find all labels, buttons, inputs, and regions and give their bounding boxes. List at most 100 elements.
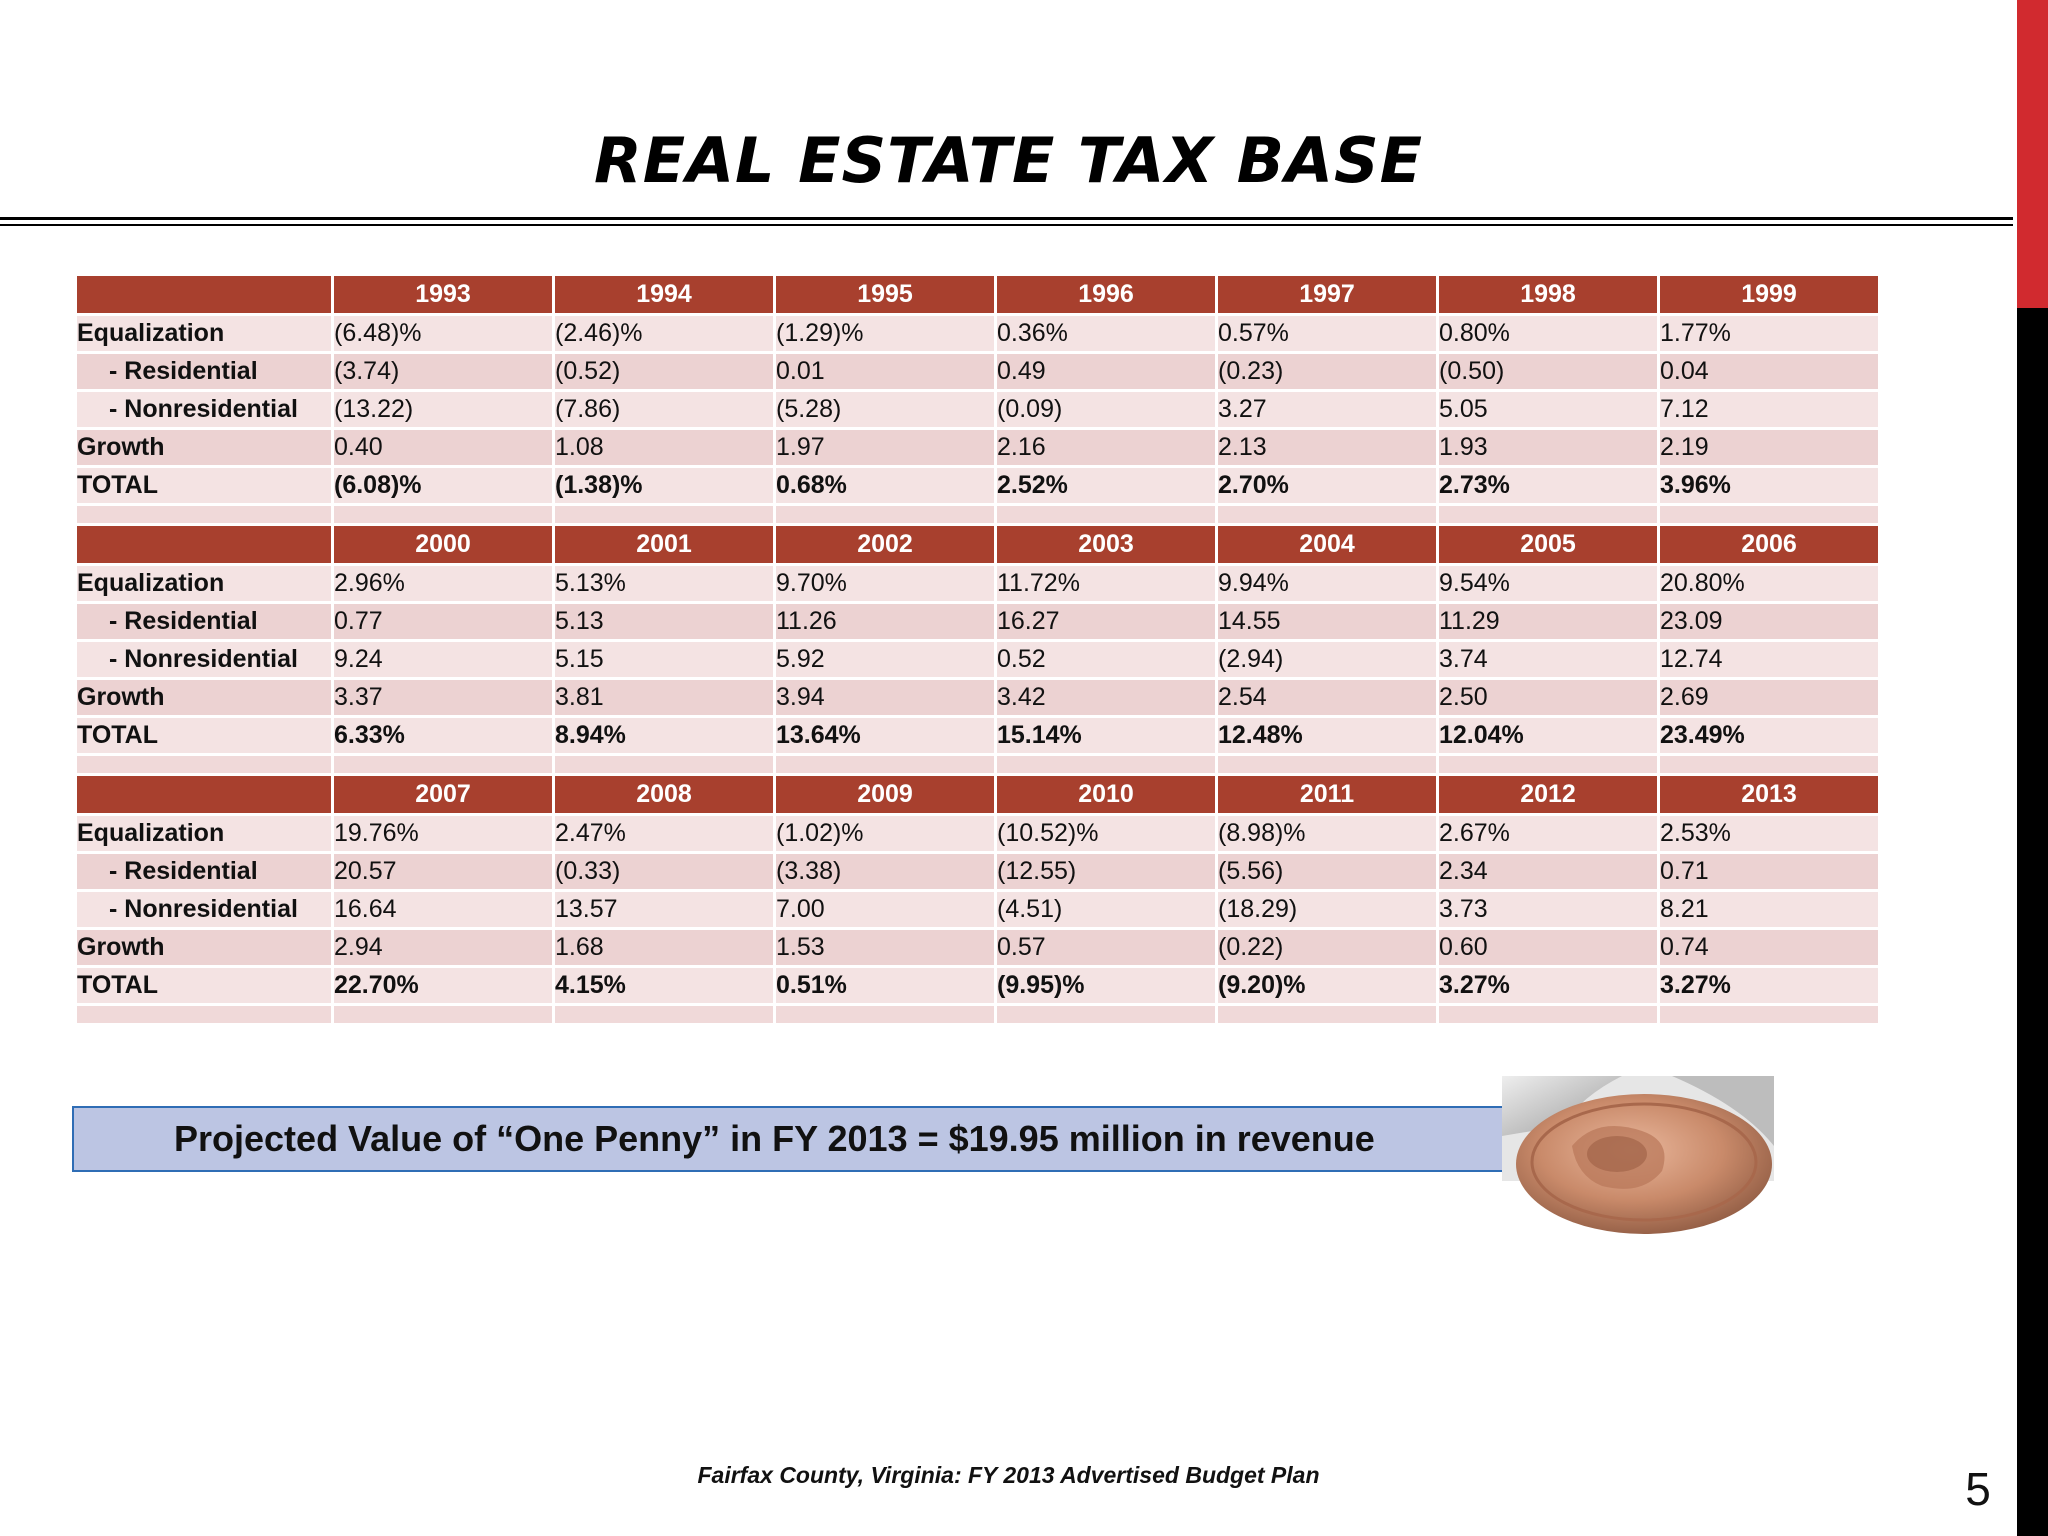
- year-header-cell: 2011: [1215, 773, 1439, 816]
- value-cell: 0.71: [1657, 851, 1881, 892]
- value-cell: (0.09): [994, 389, 1218, 430]
- value-cell: 0.04: [1657, 351, 1881, 392]
- value-cell: 16.27: [994, 601, 1218, 642]
- page-title: REAL ESTATE TAX BASE: [593, 124, 1424, 197]
- table-row-total: TOTAL 6.33% 8.94% 13.64% 15.14% 12.48% 12.04% 2…: [74, 715, 1881, 756]
- value-cell: 2.70%: [1215, 465, 1439, 506]
- spacer-cell: [773, 1003, 997, 1026]
- value-cell: (6.08)%: [331, 465, 555, 506]
- penny-value-callout: Projected Value of “One Penny” in FY 201…: [72, 1106, 1504, 1172]
- value-cell: 0.68%: [773, 465, 997, 506]
- value-cell: (0.33): [552, 851, 776, 892]
- value-cell: 3.27%: [1436, 965, 1660, 1006]
- value-cell: 20.80%: [1657, 563, 1881, 604]
- row-label: TOTAL: [74, 465, 334, 506]
- title-rule-top: [0, 217, 2013, 220]
- value-cell: 22.70%: [331, 965, 555, 1006]
- value-cell: 2.13: [1215, 427, 1439, 468]
- year-header-cell: 1993: [331, 273, 555, 316]
- spacer-cell: [74, 1003, 334, 1026]
- value-cell: 9.70%: [773, 563, 997, 604]
- value-cell: (13.22): [331, 389, 555, 430]
- value-cell: 5.13: [552, 601, 776, 642]
- value-cell: 7.00: [773, 889, 997, 930]
- table-row-nonresidential: - Nonresidential 9.24 5.15 5.92 0.52 (2.94) 3.…: [74, 639, 1881, 680]
- spacer-cell: [994, 1003, 1218, 1026]
- value-cell: 0.40: [331, 427, 555, 468]
- value-cell: 0.52: [994, 639, 1218, 680]
- value-cell: 12.48%: [1215, 715, 1439, 756]
- value-cell: 3.74: [1436, 639, 1660, 680]
- spacer-cell: [331, 503, 555, 526]
- spacer-cell: [1436, 1003, 1660, 1026]
- value-cell: (12.55): [994, 851, 1218, 892]
- spacer-cell: [552, 1003, 776, 1026]
- value-cell: 0.57%: [1215, 313, 1439, 354]
- spacer-cell: [1215, 503, 1439, 526]
- value-cell: (9.20)%: [1215, 965, 1439, 1006]
- footer-caption: Fairfax County, Virginia: FY 2013 Advert…: [697, 1462, 1320, 1488]
- value-cell: 23.09: [1657, 601, 1881, 642]
- year-header-cell: 2012: [1436, 773, 1660, 816]
- year-header-row: 2007 2008 2009 2010 2011 2012 2013: [74, 773, 1881, 816]
- value-cell: 14.55: [1215, 601, 1439, 642]
- table-row-growth: Growth 2.94 1.68 1.53 0.57 (0.22) 0.60 0.74: [74, 927, 1881, 968]
- value-cell: 2.19: [1657, 427, 1881, 468]
- value-cell: 2.67%: [1436, 813, 1660, 854]
- table-row-equalization: Equalization 19.76% 2.47% (1.02)% (10.52)% (8…: [74, 813, 1881, 854]
- row-label: - Nonresidential: [74, 389, 334, 430]
- year-header-cell: 2013: [1657, 773, 1881, 816]
- block-spacer-row: [74, 753, 1881, 776]
- row-label: Growth: [74, 427, 334, 468]
- value-cell: (3.74): [331, 351, 555, 392]
- year-header-cell: 2006: [1657, 523, 1881, 566]
- value-cell: 0.01: [773, 351, 997, 392]
- year-header-cell: 1998: [1436, 273, 1660, 316]
- page-number: 5: [1965, 1463, 1991, 1515]
- year-header-cell: 1995: [773, 273, 997, 316]
- tax-base-table: 1993 1994 1995 1996 1997 1998 1999 Equalization…: [74, 273, 1881, 1026]
- spacer-cell: [1436, 753, 1660, 776]
- row-label: Equalization: [74, 313, 334, 354]
- value-cell: 3.81: [552, 677, 776, 718]
- value-cell: 8.21: [1657, 889, 1881, 930]
- value-cell: 0.80%: [1436, 313, 1660, 354]
- value-cell: 0.51%: [773, 965, 997, 1006]
- table-row-total: TOTAL (6.08)% (1.38)% 0.68% 2.52% 2.70% 2.73% 3…: [74, 465, 1881, 506]
- year-header-cell: 1999: [1657, 273, 1881, 316]
- year-header-cell: 2010: [994, 773, 1218, 816]
- value-cell: (6.48)%: [331, 313, 555, 354]
- year-header-cell: 2007: [331, 773, 555, 816]
- value-cell: 2.54: [1215, 677, 1439, 718]
- value-cell: 13.57: [552, 889, 776, 930]
- tax-base-table-wrap: 1993 1994 1995 1996 1997 1998 1999 Equalization…: [74, 273, 1881, 1026]
- year-header-cell: 2008: [552, 773, 776, 816]
- side-accent-red: [2017, 0, 2048, 308]
- value-cell: (5.56): [1215, 851, 1439, 892]
- header-corner-cell: [74, 523, 334, 566]
- row-label: Equalization: [74, 813, 334, 854]
- header-corner-cell: [74, 273, 334, 316]
- value-cell: 3.94: [773, 677, 997, 718]
- year-header-cell: 2004: [1215, 523, 1439, 566]
- value-cell: (0.22): [1215, 927, 1439, 968]
- value-cell: 1.97: [773, 427, 997, 468]
- spacer-cell: [773, 503, 997, 526]
- side-accent-bar: [2017, 0, 2048, 1536]
- block-spacer-row: [74, 1003, 1881, 1026]
- title-rule-bottom: [0, 224, 2013, 226]
- block-spacer-row: [74, 503, 1881, 526]
- row-label: - Nonresidential: [74, 889, 334, 930]
- value-cell: 3.37: [331, 677, 555, 718]
- spacer-cell: [773, 753, 997, 776]
- row-label: TOTAL: [74, 965, 334, 1006]
- value-cell: (0.52): [552, 351, 776, 392]
- value-cell: 2.50: [1436, 677, 1660, 718]
- value-cell: (2.94): [1215, 639, 1439, 680]
- table-row-residential: - Residential 0.77 5.13 11.26 16.27 14.55 11.2…: [74, 601, 1881, 642]
- spacer-cell: [1657, 503, 1881, 526]
- spacer-cell: [1215, 1003, 1439, 1026]
- row-label: TOTAL: [74, 715, 334, 756]
- value-cell: 16.64: [331, 889, 555, 930]
- value-cell: 0.36%: [994, 313, 1218, 354]
